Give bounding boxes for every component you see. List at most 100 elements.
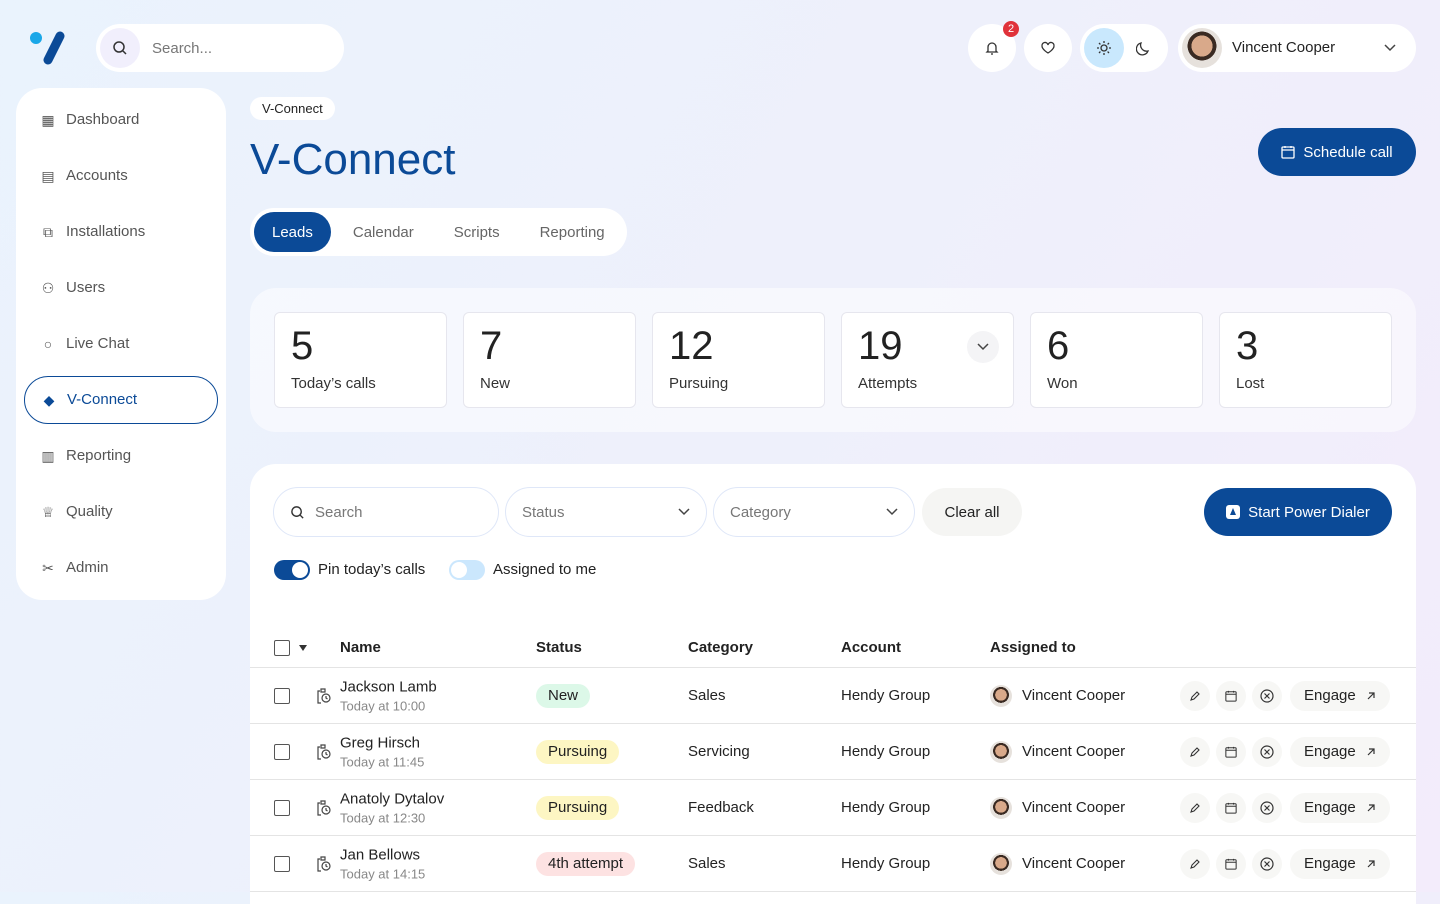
col-status[interactable]: Status xyxy=(536,638,582,656)
lead-name[interactable]: Greg Hirsch xyxy=(340,734,421,751)
table-row[interactable]: Anatoly Dytalov Today at 12:30 Pursuing F… xyxy=(250,780,1416,836)
sidebar-item-accounts[interactable]: ▤ Accounts xyxy=(41,167,128,184)
stat-attempts[interactable]: 19 Attempts xyxy=(841,312,1014,408)
lead-time: Today at 11:45 xyxy=(340,754,425,769)
row-checkbox[interactable] xyxy=(274,855,290,872)
avatar xyxy=(990,796,1012,819)
leads-search[interactable]: Search xyxy=(273,487,499,537)
account[interactable]: Hendy Group xyxy=(841,798,931,816)
cancel-icon[interactable] xyxy=(1252,792,1282,823)
clear-all-button[interactable]: Clear all xyxy=(922,488,1022,536)
scheduled-call-icon xyxy=(316,799,332,816)
table-row[interactable]: Greg Hirsch Today at 11:45 Pursuing Servi… xyxy=(250,724,1416,780)
col-category[interactable]: Category xyxy=(688,638,754,656)
table-row[interactable]: Jackson Lamb Today at 10:00 New Sales Hen… xyxy=(250,668,1416,724)
calendar-icon[interactable] xyxy=(1216,680,1246,711)
edit-icon[interactable] xyxy=(1180,848,1210,879)
calendar-icon[interactable] xyxy=(1216,848,1246,879)
lead-time: Today at 14:15 xyxy=(340,866,426,881)
col-account[interactable]: Account xyxy=(841,638,901,656)
category: Sales xyxy=(688,686,726,704)
sidebar-item-users[interactable]: ⚇ Users xyxy=(41,279,106,296)
stat-pursuing[interactable]: 12 Pursuing xyxy=(652,312,825,408)
theme-toggle[interactable] xyxy=(1080,24,1168,72)
sidebar-item-reporting[interactable]: ▥ Reporting xyxy=(41,447,132,464)
chevron-down-icon xyxy=(886,508,898,516)
engage-button[interactable]: Engage xyxy=(1290,736,1390,767)
start-power-dialer-button[interactable]: Start Power Dialer xyxy=(1204,488,1392,536)
edit-icon[interactable] xyxy=(1180,680,1210,711)
row-checkbox[interactable] xyxy=(274,799,290,816)
edit-icon[interactable] xyxy=(1180,736,1210,767)
schedule-call-button[interactable]: Schedule call xyxy=(1258,128,1416,176)
cancel-icon[interactable] xyxy=(1252,680,1282,711)
app-logo[interactable] xyxy=(28,30,68,66)
lead-name[interactable]: Jackson Lamb xyxy=(340,678,437,695)
account[interactable]: Hendy Group xyxy=(841,686,931,704)
status-select[interactable]: Status xyxy=(505,487,707,537)
category: Servicing xyxy=(688,742,750,760)
engage-button[interactable]: Engage xyxy=(1290,680,1390,711)
select-all-checkbox[interactable] xyxy=(274,639,290,656)
tab-leads[interactable]: Leads xyxy=(254,212,331,252)
account[interactable]: Hendy Group xyxy=(841,742,931,760)
stat-todays-calls[interactable]: 5 Today’s calls xyxy=(274,312,447,408)
search-input[interactable]: Search... xyxy=(152,39,213,57)
favorites-button[interactable] xyxy=(1024,24,1072,72)
calendar-icon xyxy=(1281,145,1296,159)
table-row[interactable]: Jan Bellows Today at 14:15 4th attempt Sa… xyxy=(250,836,1416,892)
category-select[interactable]: Category xyxy=(713,487,915,537)
user-menu[interactable]: Vincent Cooper xyxy=(1178,24,1416,72)
vconnect-icon: ◆ xyxy=(43,392,55,408)
account[interactable]: Hendy Group xyxy=(841,854,931,872)
admin-icon: ✂ xyxy=(42,560,54,576)
assigned-to-me-toggle[interactable] xyxy=(449,560,485,580)
tab-calendar[interactable]: Calendar xyxy=(352,223,414,241)
lead-name[interactable]: Jan Bellows xyxy=(340,846,421,863)
edit-icon[interactable] xyxy=(1180,792,1210,823)
tab-reporting[interactable]: Reporting xyxy=(539,223,605,241)
row-checkbox[interactable] xyxy=(274,743,290,760)
assigned-to: Vincent Cooper xyxy=(1022,742,1126,760)
cancel-icon[interactable] xyxy=(1252,848,1282,879)
stat-new[interactable]: 7 New xyxy=(463,312,636,408)
lead-info: Jackson Lamb Today at 10:00 xyxy=(340,678,437,713)
tabs: Leads Calendar Scripts Reporting xyxy=(250,208,627,256)
sun-icon[interactable] xyxy=(1084,28,1124,68)
sidebar-item-installations[interactable]: ⧉ Installations xyxy=(16,204,226,260)
page-title: V-Connect xyxy=(250,135,456,184)
table-header: Name Status Category Account Assigned to xyxy=(250,628,1416,668)
engage-button[interactable]: Engage xyxy=(1290,848,1390,879)
cancel-icon[interactable] xyxy=(1252,736,1282,767)
moon-icon[interactable] xyxy=(1124,28,1164,68)
pin-todays-calls-toggle[interactable] xyxy=(274,560,310,580)
stat-lost[interactable]: 3 Lost xyxy=(1219,312,1392,408)
caret-down-icon[interactable] xyxy=(298,644,308,651)
breadcrumb[interactable]: V-Connect xyxy=(250,97,335,120)
tab-scripts[interactable]: Scripts xyxy=(453,223,500,241)
assigned-to: Vincent Cooper xyxy=(1022,798,1126,816)
col-name[interactable]: Name xyxy=(340,638,381,656)
dialer-icon xyxy=(1226,505,1241,519)
sidebar-item-dashboard[interactable]: ▦ Dashboard xyxy=(41,111,140,128)
calendar-icon[interactable] xyxy=(1216,792,1246,823)
engage-button[interactable]: Engage xyxy=(1290,792,1390,823)
sidebar-item-live-chat[interactable]: ○ Live Chat xyxy=(16,316,226,372)
chevron-down-icon xyxy=(1384,44,1396,52)
sidebar-item-admin[interactable]: ✂ Admin xyxy=(16,540,226,596)
global-search[interactable]: Search... xyxy=(96,24,344,72)
col-assigned[interactable]: Assigned to xyxy=(990,638,1076,656)
row-checkbox[interactable] xyxy=(274,687,290,704)
notifications-button[interactable]: 2 xyxy=(968,21,1019,72)
lead-time: Today at 12:30 xyxy=(340,810,426,825)
stats-panel: 5 Today’s calls 7 New 12 Pursuing 19 Attempt… xyxy=(250,288,1416,432)
avatar xyxy=(1182,28,1222,68)
chevron-down-icon[interactable] xyxy=(967,331,999,363)
lead-info: Anatoly Dytalov Today at 12:30 xyxy=(340,790,444,825)
lead-info: Greg Hirsch Today at 11:45 xyxy=(340,734,424,769)
lead-name[interactable]: Anatoly Dytalov xyxy=(340,790,445,807)
sidebar-item-quality[interactable]: ♕ Quality xyxy=(41,503,113,520)
stat-won[interactable]: 6 Won xyxy=(1030,312,1203,408)
calendar-icon[interactable] xyxy=(1216,736,1246,767)
sidebar-item-v-connect[interactable]: ◆ V-Connect xyxy=(24,376,218,424)
